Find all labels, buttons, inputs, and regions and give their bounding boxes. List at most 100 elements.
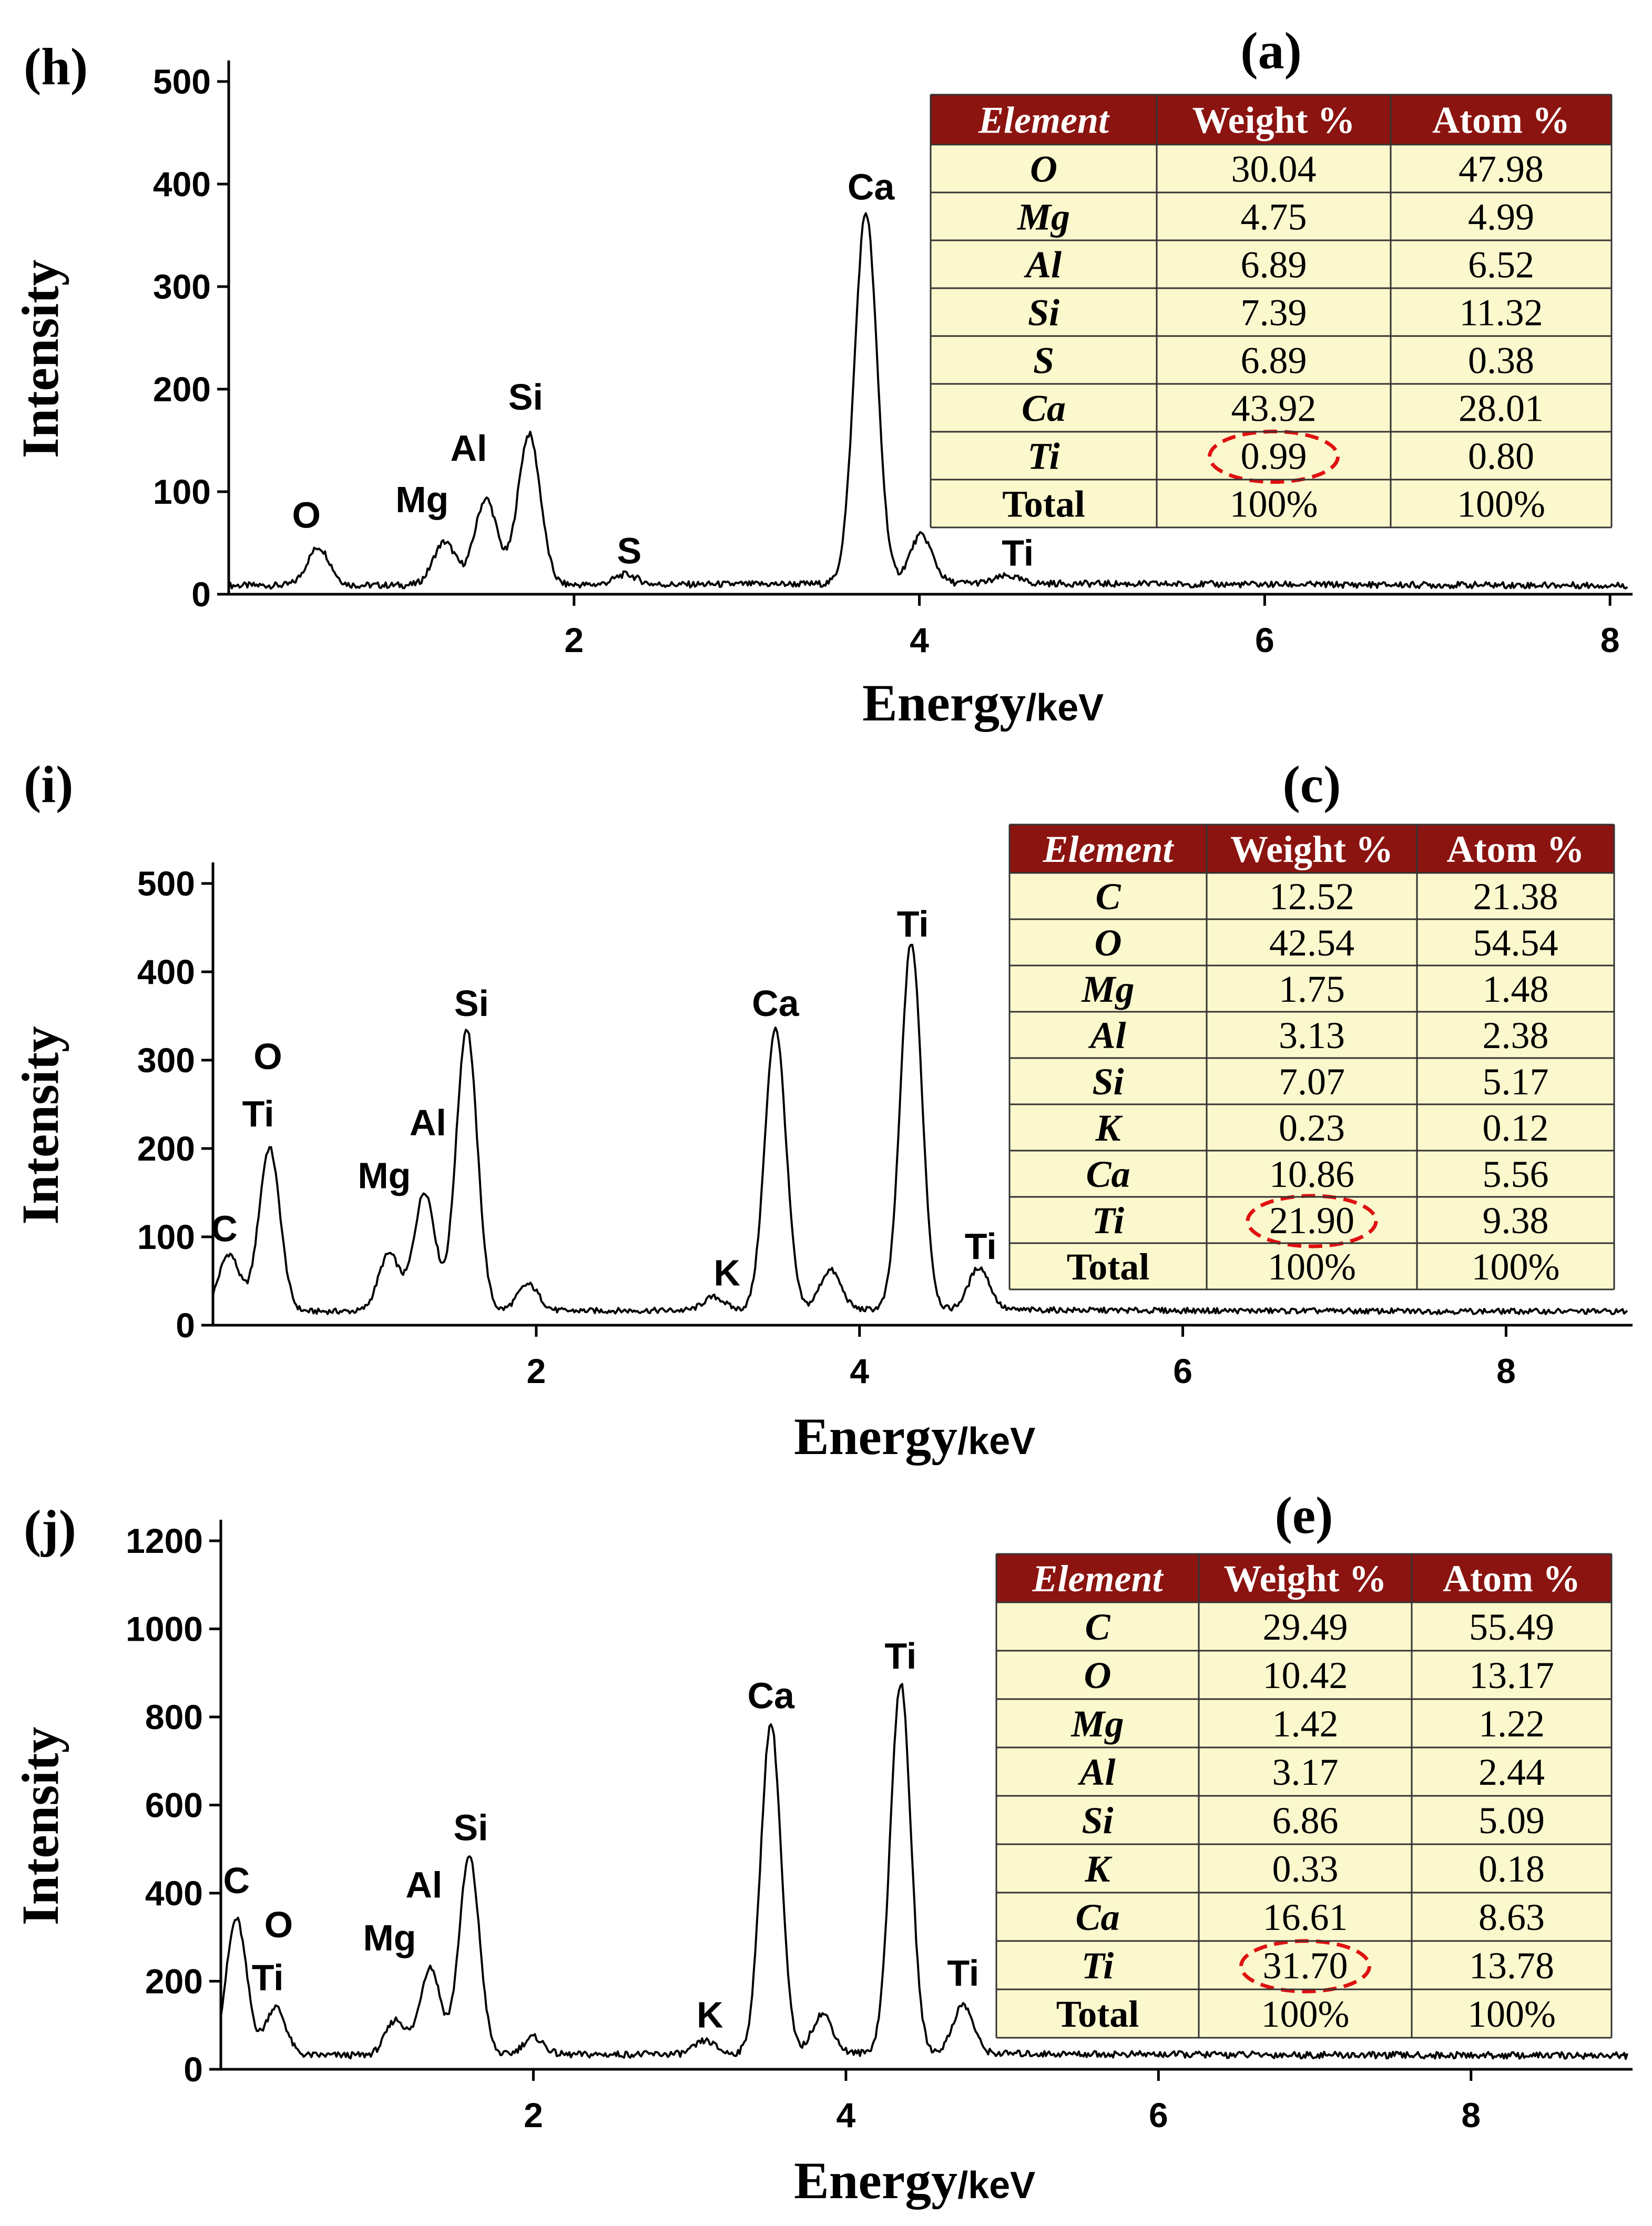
y-tick-label: 100 bbox=[137, 1217, 195, 1256]
table-value-cell: 4.75 bbox=[1241, 196, 1307, 238]
table-element-cell: O bbox=[1084, 1654, 1111, 1696]
table-value-cell: 21.90 bbox=[1269, 1200, 1354, 1242]
y-tick-label: 0 bbox=[176, 1306, 195, 1345]
table-value-cell: 2.44 bbox=[1478, 1751, 1545, 1793]
table-value-cell: 0.18 bbox=[1478, 1848, 1545, 1890]
peak-label: Al bbox=[410, 1102, 446, 1143]
table-value-cell: 1.42 bbox=[1272, 1703, 1339, 1745]
peak-label: C bbox=[223, 1860, 250, 1901]
peak-label: O bbox=[264, 1904, 293, 1945]
table-header-cell: Atom % bbox=[1447, 828, 1585, 870]
table-header-cell: Atom % bbox=[1432, 99, 1570, 141]
y-tick-label: 400 bbox=[137, 952, 195, 991]
y-tick-label: 300 bbox=[137, 1041, 195, 1080]
table-header-cell: Element bbox=[978, 99, 1110, 141]
table-value-cell: 13.17 bbox=[1469, 1654, 1554, 1696]
table-value-cell: 7.07 bbox=[1279, 1061, 1345, 1103]
table-value-cell: 31.70 bbox=[1263, 1945, 1348, 1987]
table-element-cell: K bbox=[1095, 1107, 1123, 1149]
table-element-cell: K bbox=[1084, 1848, 1113, 1890]
table-element-cell: S bbox=[1033, 340, 1054, 382]
y-tick-label: 200 bbox=[137, 1129, 195, 1168]
y-tick-label: 0 bbox=[183, 2050, 203, 2089]
table-element-cell: Al bbox=[1077, 1751, 1115, 1793]
table-element-cell: C bbox=[1085, 1606, 1110, 1648]
y-tick-label: 400 bbox=[153, 165, 211, 204]
table-value-cell: 11.32 bbox=[1459, 292, 1543, 334]
table-element-cell: Ti bbox=[1082, 1945, 1114, 1987]
table-element-cell: Ti bbox=[1092, 1200, 1124, 1242]
table-element-cell: Total bbox=[1056, 1993, 1139, 2035]
table-value-cell: 42.54 bbox=[1269, 922, 1354, 964]
table-title: (e) bbox=[1275, 1486, 1333, 1544]
table-header-cell: Weight % bbox=[1230, 828, 1393, 870]
table-element-cell: Ti bbox=[1027, 435, 1059, 477]
spectrum-line bbox=[212, 943, 1628, 1315]
table-title: (a) bbox=[1240, 22, 1302, 80]
peak-label: S bbox=[617, 531, 642, 572]
y-tick-label: 200 bbox=[145, 1962, 203, 2001]
table-body-bg bbox=[1009, 873, 1614, 1289]
x-tick-label: 6 bbox=[1173, 1351, 1192, 1390]
y-axis-title: Intensity bbox=[11, 1727, 69, 1926]
table-element-cell: Al bbox=[1024, 244, 1062, 286]
x-tick-label: 8 bbox=[1600, 621, 1620, 659]
table-header-cell: Weight % bbox=[1223, 1558, 1386, 1600]
table-element-cell: Mg bbox=[1070, 1703, 1124, 1745]
table-title: (c) bbox=[1283, 755, 1341, 814]
y-tick-label: 800 bbox=[145, 1698, 203, 1736]
highlight-ellipse bbox=[1246, 1194, 1378, 1248]
table-element-cell: Ca bbox=[1075, 1896, 1119, 1938]
panel-label: (i) bbox=[24, 755, 73, 814]
table-value-cell: 0.12 bbox=[1483, 1107, 1549, 1149]
table-value-cell: 30.04 bbox=[1231, 148, 1317, 190]
y-tick-label: 600 bbox=[145, 1786, 203, 1825]
y-tick-label: 200 bbox=[153, 370, 211, 409]
peak-label: Al bbox=[450, 428, 487, 469]
table-value-cell: 55.49 bbox=[1469, 1606, 1554, 1648]
x-tick-label: 2 bbox=[526, 1351, 546, 1390]
table-element-cell: C bbox=[1095, 876, 1121, 918]
table-header-cell: Atom % bbox=[1443, 1558, 1580, 1600]
peak-label: Al bbox=[405, 1864, 442, 1905]
table-element-cell: Al bbox=[1088, 1014, 1126, 1056]
table-value-cell: 54.54 bbox=[1473, 922, 1558, 964]
peak-label: Ti bbox=[965, 1226, 997, 1267]
table-value-cell: 10.42 bbox=[1263, 1654, 1348, 1696]
table-value-cell: 6.89 bbox=[1241, 244, 1307, 286]
table-value-cell: 5.56 bbox=[1483, 1153, 1549, 1195]
x-tick-label: 4 bbox=[837, 2096, 856, 2134]
table-value-cell: 7.39 bbox=[1241, 292, 1307, 334]
y-tick-label: 500 bbox=[153, 62, 211, 101]
table-value-cell: 9.38 bbox=[1483, 1200, 1549, 1242]
y-tick-label: 1000 bbox=[126, 1610, 203, 1649]
table-value-cell: 28.01 bbox=[1459, 388, 1544, 430]
table-value-cell: 10.86 bbox=[1269, 1153, 1354, 1195]
table-element-cell: O bbox=[1095, 922, 1122, 964]
table-value-cell: 6.89 bbox=[1241, 340, 1307, 382]
table-value-cell: 12.52 bbox=[1269, 876, 1354, 918]
table-value-cell: 0.33 bbox=[1272, 1848, 1339, 1890]
peak-label: Mg bbox=[363, 1917, 416, 1958]
y-tick-label: 100 bbox=[153, 472, 211, 511]
peak-label: Si bbox=[454, 983, 489, 1024]
peak-label: Ti bbox=[1002, 532, 1034, 573]
y-tick-label: 1200 bbox=[126, 1521, 203, 1560]
spectrum-line bbox=[228, 212, 1628, 590]
panel-label: (j) bbox=[24, 1499, 76, 1558]
table-value-cell: 13.78 bbox=[1469, 1945, 1554, 1987]
peak-label: K bbox=[697, 1994, 723, 2035]
x-tick-label: 8 bbox=[1496, 1351, 1516, 1390]
table-value-cell: 0.38 bbox=[1468, 340, 1534, 382]
table-value-cell: 5.17 bbox=[1483, 1061, 1549, 1103]
peak-label: O bbox=[292, 494, 321, 535]
composition-table: (a) Element Weight % Atom % O 30.04 47.98 Mg 4.7… bbox=[930, 22, 1613, 528]
x-axis-title: Energy/keV bbox=[794, 2151, 1035, 2210]
peak-label: O bbox=[253, 1036, 282, 1077]
peak-label: Si bbox=[508, 377, 543, 418]
peak-label: Mg bbox=[358, 1155, 411, 1196]
peak-label: Ca bbox=[848, 166, 895, 207]
